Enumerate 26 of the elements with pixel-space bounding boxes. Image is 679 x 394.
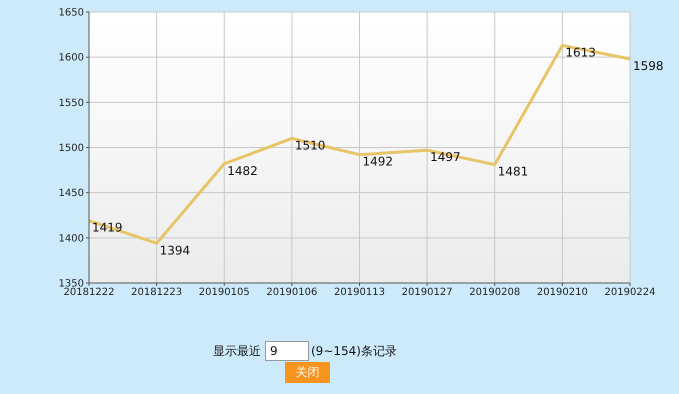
data-label: 1481 (498, 164, 528, 179)
text: 关闭 (285, 362, 330, 383)
y-tick-label: 1650 (58, 8, 84, 19)
x-tick-label: 20190127 (402, 287, 453, 298)
y-tick-label: 1550 (58, 98, 84, 109)
x-tick-label: 20190208 (469, 287, 520, 298)
line-series (88, 44, 632, 245)
data-label: 1482 (227, 164, 258, 178)
x-tick-label: 20190105 (198, 287, 250, 298)
x-tick-label: 20181223 (131, 287, 182, 298)
x-tick-label: 20190210 (536, 287, 588, 298)
data-label: 1613 (565, 45, 596, 60)
x-tick-label: 20190106 (266, 287, 318, 298)
y-tick-label: 1450 (58, 188, 84, 200)
x-tick-label: 20181222 (64, 287, 114, 298)
text: 显示最近 (213, 342, 261, 360)
text: (9~154)条记录 (311, 342, 397, 360)
y-tick-label: 1500 (58, 143, 84, 154)
y-tick-label: 1400 (58, 233, 84, 244)
x-tick-label: 20190224 (604, 287, 656, 298)
y-tick-label: 1600 (58, 52, 84, 64)
data-label: 1394 (160, 243, 190, 258)
x-tick-label: 20190113 (334, 287, 385, 298)
text: 9 (265, 341, 309, 361)
data-label: 1492 (362, 154, 394, 169)
data-label: 1598 (633, 58, 664, 73)
